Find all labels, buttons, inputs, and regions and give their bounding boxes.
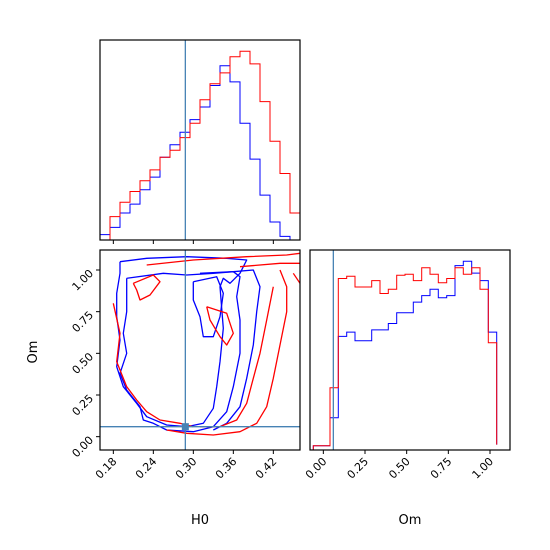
contour-red-4 xyxy=(200,286,274,428)
om-histogram-x-tick-label: 0.00 xyxy=(303,455,330,482)
h0-histogram-frame xyxy=(99,39,301,241)
contour-blue-0 xyxy=(116,256,248,428)
contour-blue-3 xyxy=(192,276,224,338)
om-histogram-frame xyxy=(309,249,511,451)
contour-frame xyxy=(99,249,301,451)
y-axis-label-om: Om xyxy=(26,341,41,364)
x-axis-label-om: Om xyxy=(399,513,422,528)
om-histogram-x-tick-label: 0.50 xyxy=(386,455,413,482)
om-histogram-blue xyxy=(312,260,498,450)
contour-red-2 xyxy=(166,269,288,436)
contour-red-6 xyxy=(112,303,194,428)
h0-histogram-blue xyxy=(100,65,300,240)
contour-blue-2 xyxy=(199,269,261,431)
h0-histogram-panel xyxy=(99,39,301,244)
x-axis-label-h0: H0 xyxy=(191,513,209,528)
contour-y-tick-label: 1.00 xyxy=(70,267,97,294)
contour-red-0 xyxy=(146,252,300,266)
contour-red-7 xyxy=(206,306,234,346)
contour-red-5 xyxy=(132,274,161,301)
om-histogram-x-tick-label: 0.75 xyxy=(428,455,455,482)
contour-x-tick-label: 0.42 xyxy=(253,455,280,482)
om-histogram-panel: 0.00 0.25 0.50 0.75 1.00 xyxy=(303,249,511,482)
contour-x-tick-label: 0.36 xyxy=(213,455,240,482)
contour-y-tick-label: 0.00 xyxy=(70,434,97,461)
om-histogram-plot-area xyxy=(312,250,498,450)
h0-histogram-red xyxy=(100,50,300,240)
contour-y-tick-label: 0.75 xyxy=(70,309,97,336)
contour-x-tick-label: 0.30 xyxy=(173,455,200,482)
contour-plot-area xyxy=(100,250,300,450)
contour-y-tick-label: 0.50 xyxy=(70,350,97,377)
om-histogram-x-tick-label: 0.25 xyxy=(345,455,372,482)
contour-red-3 xyxy=(292,272,300,284)
h0-om-contour-panel: 0.18 0.24 0.30 0.36 0.42 0.00 0.25 0.50 0.75 1.00 xyxy=(70,249,301,482)
contour-x-tick-label: 0.18 xyxy=(93,455,120,482)
contour-x-tick-label: 0.24 xyxy=(133,455,160,482)
om-histogram-x-tick-label: 1.00 xyxy=(470,455,497,482)
om-histogram-red xyxy=(312,267,498,450)
contour-y-tick-label: 0.25 xyxy=(70,392,97,419)
contour-red-1 xyxy=(239,262,300,268)
truth-marker xyxy=(181,423,189,431)
h0-histogram-plot-area xyxy=(100,40,300,240)
